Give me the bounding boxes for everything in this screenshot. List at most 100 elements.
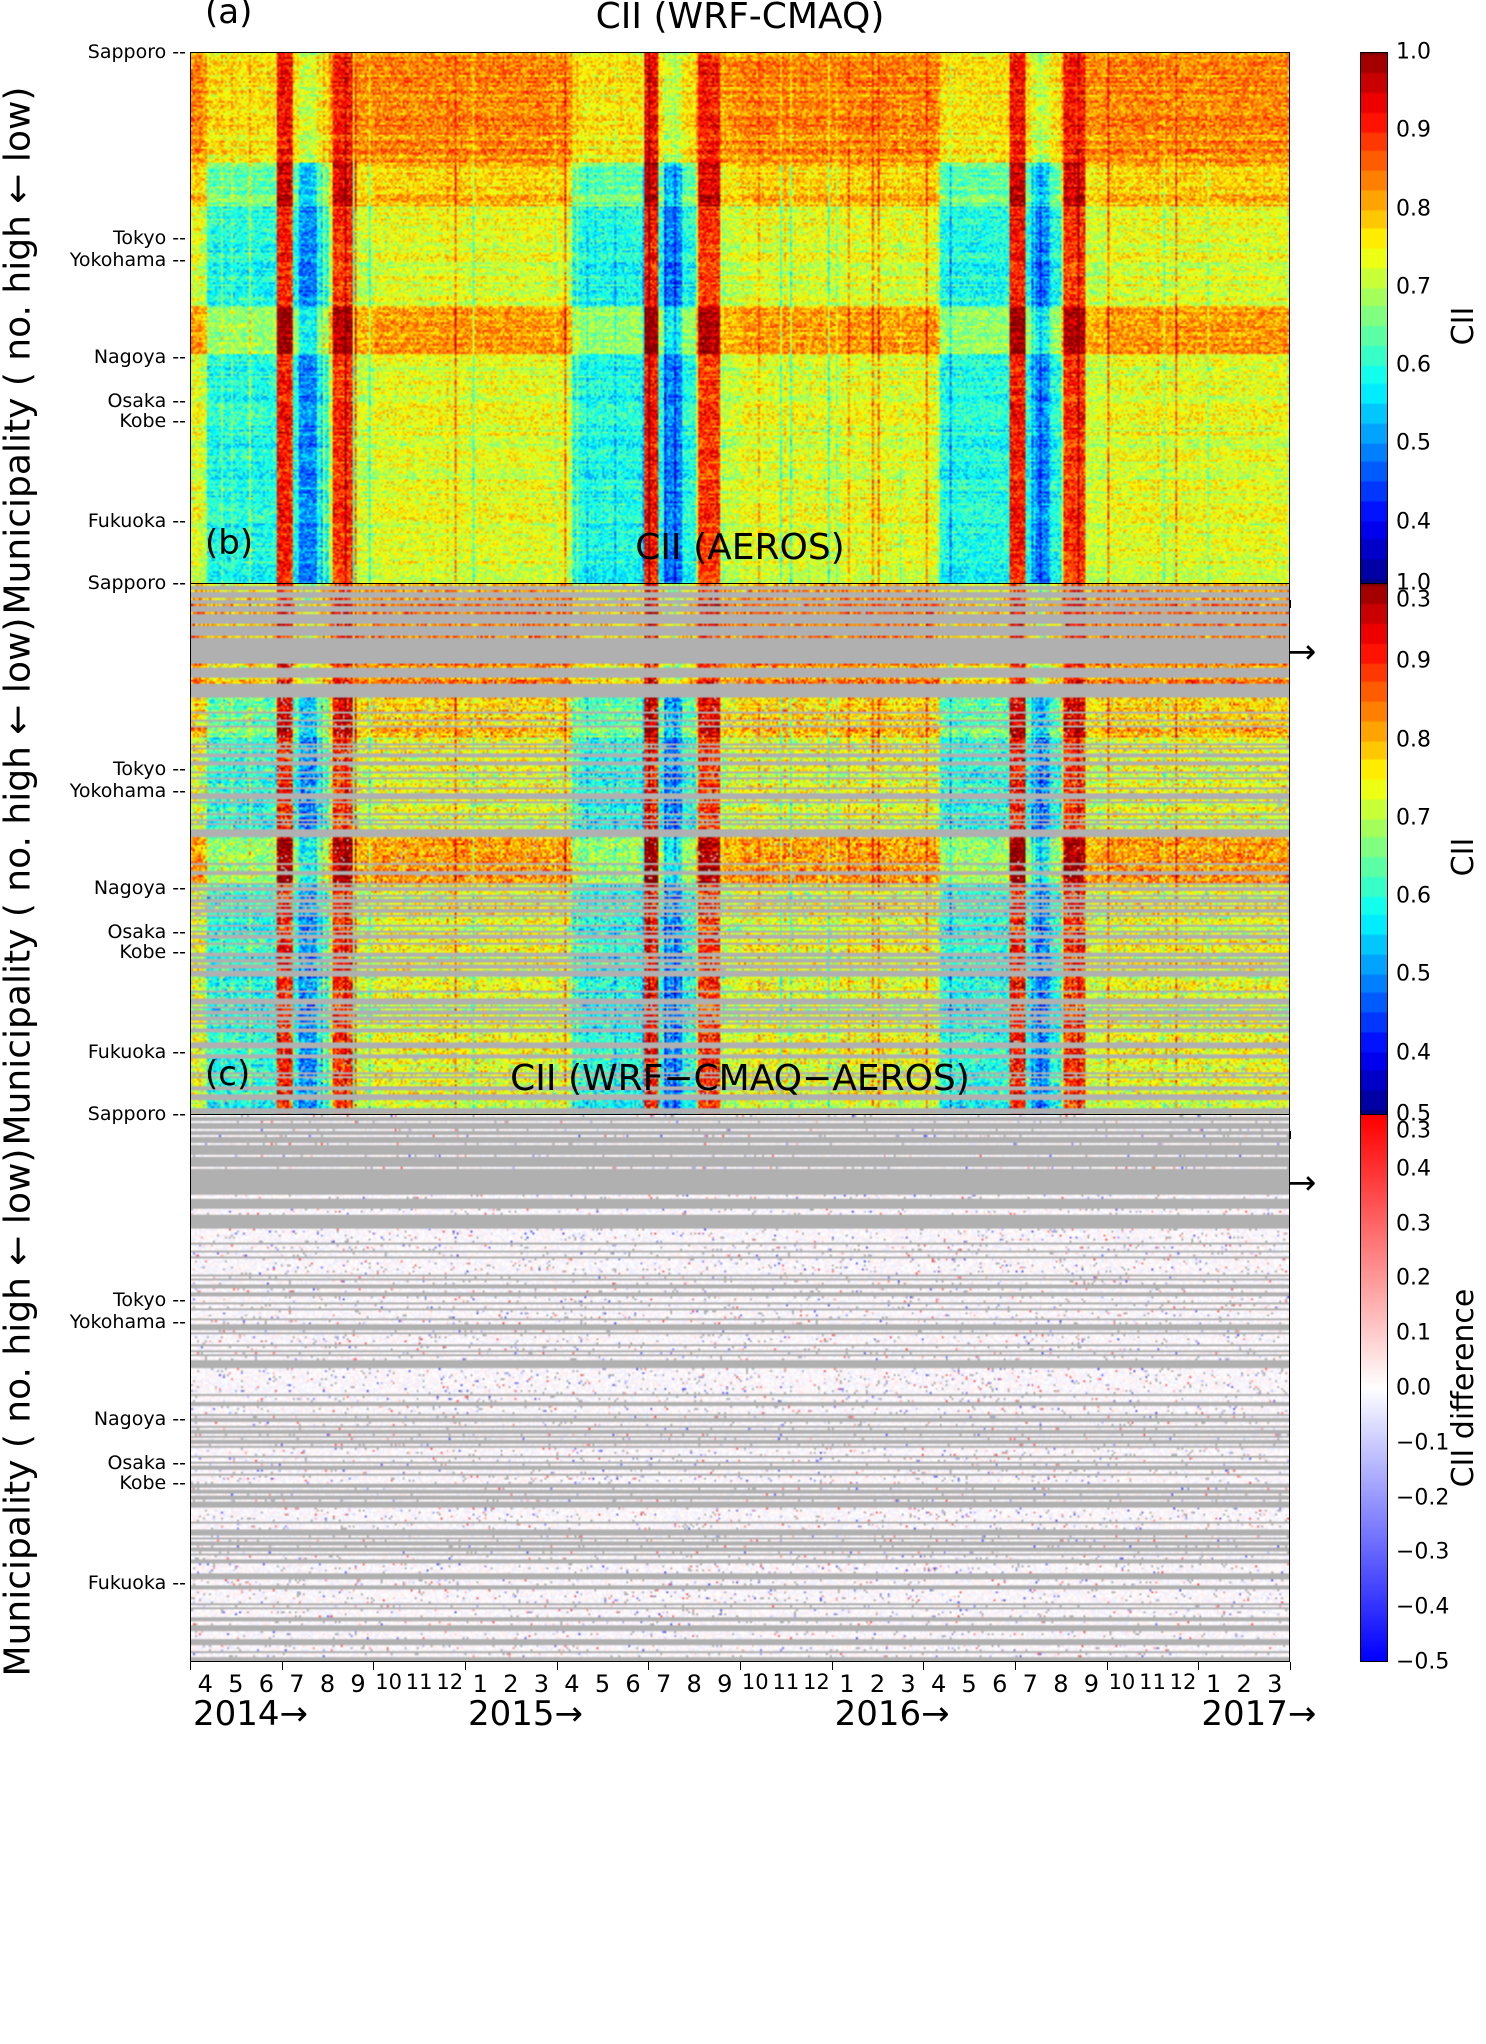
x-month-label: 7 [655,1670,672,1698]
x-month-label: 6 [992,1670,1008,1698]
colorbar-tick-label: 0.2 [1396,1265,1431,1291]
x-month-label: 8 [319,1670,336,1698]
colorbar-label: CII [1446,306,1481,346]
x-tick [190,1662,191,1670]
colorbar-tick-label: −0.1 [1396,1430,1450,1456]
y-tick-label: Nagoya -- [93,877,186,900]
colorbar-tick-label: 0.8 [1396,727,1431,753]
y-tick-label: Sapporo -- [87,1103,186,1125]
x-month-label: 9 [350,1670,366,1698]
x-tick [1015,1662,1016,1670]
x-month-label: 2 [869,1670,886,1698]
colorbar-tick-label: 1.0 [1396,39,1431,65]
x-month-label: 10 [375,1670,402,1694]
x-month-label: 12 [1169,1670,1197,1694]
y-tick-label: Fukuoka -- [87,509,186,532]
colorbar-tick-label: 0.3 [1396,1118,1431,1144]
colorbar-tick-label: 0.4 [1396,509,1431,535]
x-month-label: 3 [900,1670,916,1698]
y-tick-label: Yokohama -- [69,1311,186,1334]
x-year-label: 2016→ [834,1694,950,1734]
panel-label: (a) [205,0,253,32]
colorbar-tick-label: 0.7 [1396,274,1431,300]
x-tick [831,1662,833,1670]
x-tick [465,1662,466,1670]
x-tick [648,1662,650,1670]
chart-title: CII (AEROS) [635,527,845,568]
x-month-label: 12 [803,1670,830,1694]
x-tick [740,1662,741,1670]
y-tick-label: Kobe -- [119,940,186,963]
x-month-label: 8 [1053,1670,1069,1698]
y-tick-label: Osaka -- [107,1451,186,1474]
x-tick [556,1662,558,1670]
y-tick-label: Nagoya -- [93,1408,186,1431]
x-tick [1290,1662,1291,1670]
panel-label: (b) [205,523,254,563]
x-month-label: 4 [197,1670,213,1698]
x-tick [373,1662,375,1670]
y-tick-label: Kobe -- [119,1471,186,1494]
y-tick-label: Osaka -- [107,920,186,943]
colorbar [1360,583,1388,1131]
x-month-label: 11 [772,1670,800,1694]
x-month-label: 9 [717,1670,733,1698]
y-tick-label: Yokohama -- [69,249,186,272]
panel-c: (c) CII (WRF−CMAQ−AEROS) Municipality ( no… [0,1054,1486,1752]
x-year-label: 2014→ [193,1694,309,1734]
x-month-label: 1 [1205,1670,1222,1698]
x-month-label: 8 [686,1670,702,1698]
y-tick-label: Sapporo -- [87,572,186,594]
colorbar-tick-label: −0.5 [1396,1649,1450,1675]
x-month-label: 2 [1236,1670,1252,1698]
x-month-label: 10 [1108,1670,1136,1694]
y-tick-label: Yokohama -- [69,780,186,803]
heatmap-cells [190,1114,1290,1662]
x-month-label: 7 [289,1670,305,1698]
colorbar-tick-label: 0.6 [1396,883,1431,909]
x-year-label: 2015→ [468,1694,584,1734]
x-month-label: 7 [1022,1670,1038,1698]
colorbar-tick-label: 0.4 [1396,1156,1431,1182]
heatmap-cells [190,583,1290,1131]
x-month-label: 6 [258,1670,275,1698]
colorbar-tick-label: 0.5 [1396,430,1431,456]
x-tick [1290,1131,1291,1139]
colorbar-tick-label: 0.4 [1396,1040,1431,1066]
x-year-label: 2017→ [1201,1694,1317,1734]
x-month-label: 6 [625,1670,641,1698]
colorbar-tick-label: 1.0 [1396,570,1431,596]
x-month-label: 4 [930,1670,947,1698]
chart-title: CII (WRF-CMAQ) [595,0,885,37]
colorbar-tick-label: 0.8 [1396,196,1431,222]
colorbar-tick-label: 0.5 [1396,961,1431,987]
x-tick [923,1662,925,1670]
x-month-label: 1 [472,1670,488,1698]
y-tick-label: Tokyo -- [113,227,186,250]
chart-title: CII (WRF−CMAQ−AEROS) [510,1058,970,1099]
x-month-label: 3 [533,1670,550,1698]
y-tick-label: Sapporo -- [87,41,186,63]
x-month-label: 2 [503,1670,519,1698]
y-axis-label: Municipality ( no. high ← low) [0,1148,39,1677]
y-tick-label: Tokyo -- [113,758,186,781]
heatmap-cells [190,52,1290,600]
y-tick-label: Kobe -- [119,409,186,432]
x-month-label: 5 [228,1670,244,1698]
x-month-label: 9 [1083,1670,1100,1698]
y-tick-label: Fukuoka -- [87,1040,186,1063]
x-month-label: 1 [839,1670,855,1698]
x-month-label: 3 [1267,1670,1283,1698]
x-month-label: 11 [1139,1670,1166,1694]
colorbar-tick-label: 0.1 [1396,1320,1431,1346]
x-tick [1198,1662,1200,1670]
y-tick-label: Osaka -- [107,389,186,412]
colorbar-tick-label: −0.3 [1396,1539,1450,1565]
x-month-label: 4 [564,1670,580,1698]
colorbar-tick-label: 0.9 [1396,117,1431,143]
colorbar-tick-label: 0.3 [1396,1211,1431,1237]
colorbar [1360,52,1388,600]
colorbar-label: CII difference [1446,1288,1481,1488]
colorbar-tick-label: 0.0 [1396,1375,1431,1401]
